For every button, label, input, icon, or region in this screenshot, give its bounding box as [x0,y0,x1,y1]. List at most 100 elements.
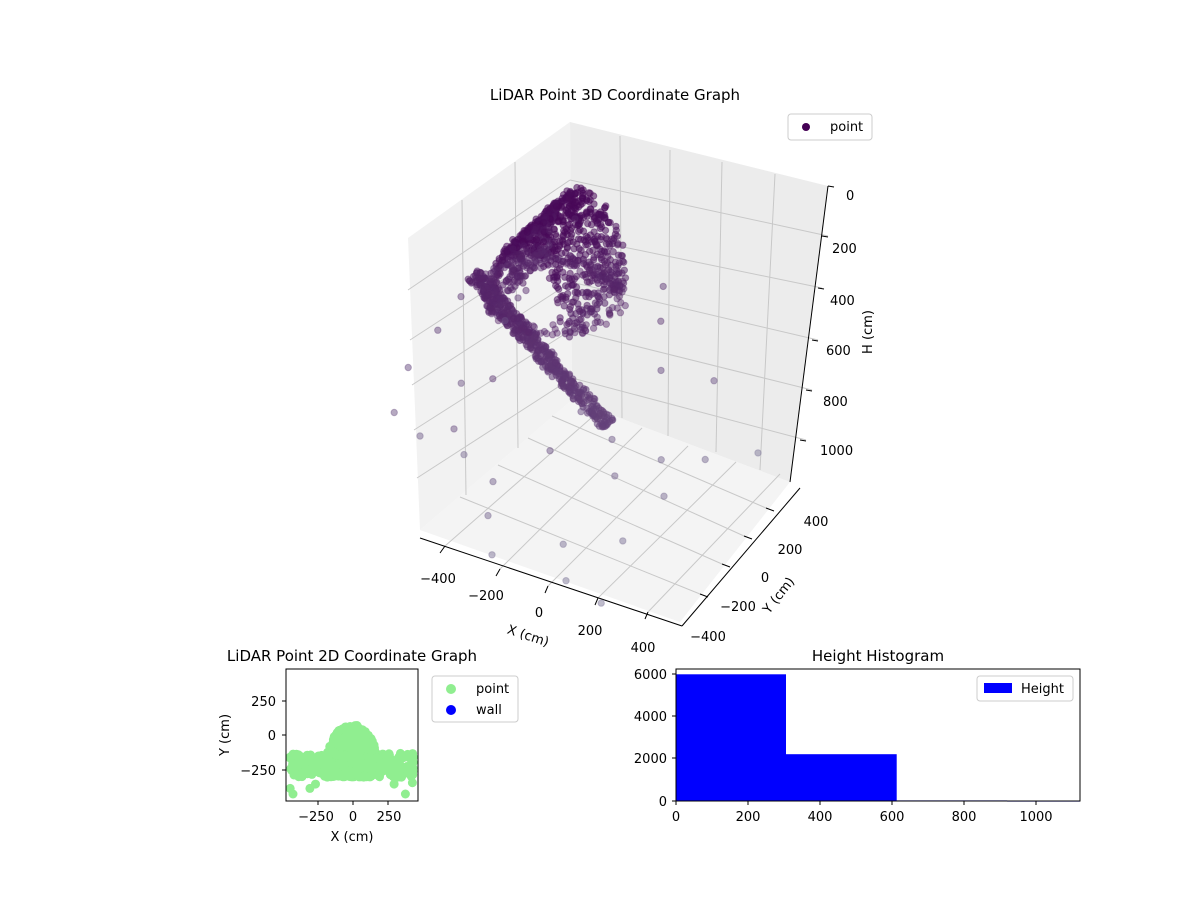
point-3d [594,219,602,227]
point-2d [311,779,320,789]
scatter-3d-points [390,183,762,607]
point-3d [575,244,583,253]
point-2d [373,763,383,773]
point-3d [523,334,531,342]
tick-marks-hist [672,673,1037,805]
point-3d [601,299,609,307]
point-3d [482,292,490,300]
point-3d [503,260,512,269]
point-3d [593,318,602,326]
point-3d [557,257,566,266]
point-3d [514,259,523,267]
point-3d [481,279,489,287]
point-3d [551,325,559,333]
point-3d [404,363,412,372]
point-3d [589,267,597,275]
point-3d [583,270,591,278]
z-tick-label: 800 [823,395,848,410]
point-3d [611,279,619,288]
point-3d [591,319,599,327]
point-3d [509,259,517,267]
point-3d [504,260,513,268]
x-tick-label-hist: 200 [736,810,761,825]
point-3d [536,224,544,232]
point-3d [496,301,505,309]
point-3d [595,273,603,281]
point-3d [582,288,590,297]
point-3d [701,455,709,464]
x-tick-label: 400 [631,641,656,656]
point-3d [551,254,559,262]
point-3d [416,432,424,440]
x-tick-label: −200 [468,589,504,604]
point-3d [483,294,491,302]
x-tick-label-hist: 600 [880,810,905,825]
point-3d [520,242,528,250]
point-3d [606,311,614,319]
z-tick-label: 400 [830,294,855,309]
point-3d [509,308,518,316]
point-3d [591,263,599,271]
point-3d [526,261,535,269]
point-3d [554,299,562,307]
point-3d [533,251,541,259]
point-2d [387,755,396,765]
point-3d [559,257,567,265]
point-3d [514,235,522,243]
point-3d [559,382,568,390]
point-2d [312,767,322,776]
point-3d [509,314,518,323]
point-3d [524,224,532,233]
point-2d [366,738,375,748]
point-3d [517,253,526,262]
point-3d [583,301,591,310]
axes-3d [419,185,829,627]
point-3d [530,323,538,331]
legend-marker-wall [446,705,456,715]
point-3d [586,196,594,204]
point-3d [594,293,602,301]
point-3d [570,322,578,330]
point-3d [657,317,665,325]
x-tick-label-hist: 400 [808,810,833,825]
point-3d [566,251,574,260]
point-3d [517,259,525,267]
point-3d [511,282,519,290]
point-3d [594,270,602,278]
point-3d [579,271,587,279]
point-2d [353,770,363,780]
point-3d [606,268,615,276]
legend-label-wall: wall [476,703,502,718]
tick-marks-2d [282,700,389,805]
point-3d [529,322,537,330]
point-3d [578,323,586,331]
point-3d [619,537,627,545]
point-3d [581,326,590,335]
point-3d [571,215,579,223]
point-3d [390,408,398,417]
point-3d [614,270,622,278]
point-3d [541,257,549,265]
point-3d [620,266,628,274]
point-3d [481,294,489,302]
x-tick-label-hist: 0 [672,810,680,825]
point-2d [295,770,305,780]
x-tick-label-2d: −250 [298,810,334,825]
point-3d [484,511,492,520]
point-3d [556,314,564,322]
point-3d [594,267,603,276]
point-3d [565,388,573,396]
point-3d [485,307,493,315]
point-3d [571,328,579,337]
point-3d [579,386,588,394]
point-3d [483,284,491,292]
point-3d [473,283,481,291]
point-3d [619,277,627,285]
point-3d [616,286,624,295]
point-2d [334,750,343,760]
point-3d [553,329,561,337]
point-3d [562,577,570,585]
point-3d [582,208,591,216]
point-3d [508,268,516,276]
x-axis-label-2d: X (cm) [331,830,374,845]
